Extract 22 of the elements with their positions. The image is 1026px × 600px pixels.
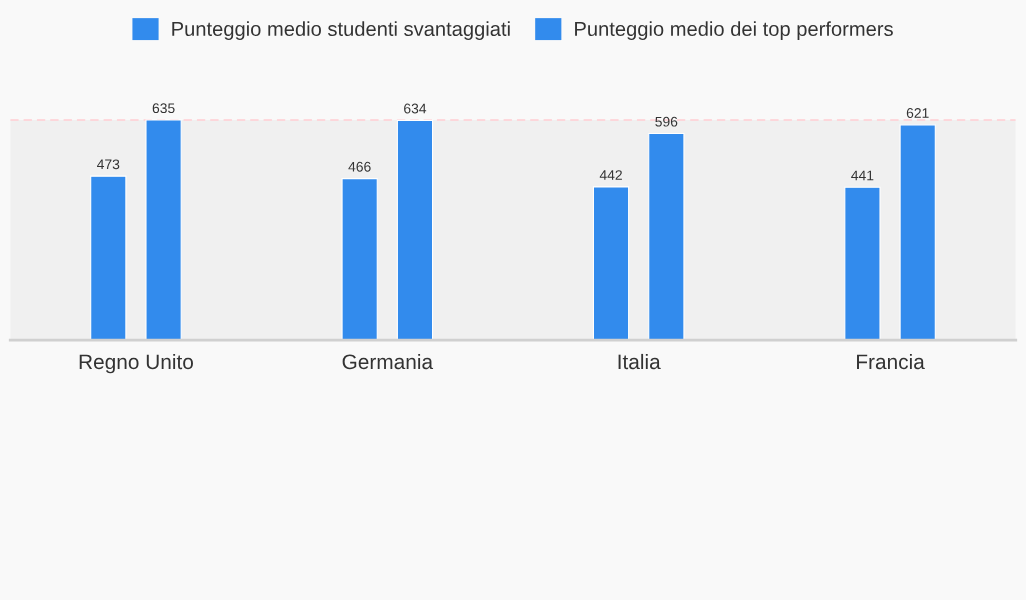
x-tick-label: Francia	[857, 353, 925, 370]
data-label: 635	[152, 103, 175, 114]
data-label: 634	[404, 103, 427, 114]
data-label: 473	[97, 159, 120, 170]
bar	[145, 119, 182, 341]
data-label: 441	[851, 170, 874, 181]
bar	[592, 186, 630, 341]
legend-label: Punteggio medio studenti svantaggiati	[172, 21, 510, 41]
x-tick-label: Italia	[618, 353, 661, 370]
x-tick-label: Germania	[342, 353, 434, 370]
x-tick-label: Regno Unito	[79, 353, 193, 374]
bar	[844, 186, 881, 341]
data-label: 466	[348, 161, 371, 172]
bar	[899, 124, 936, 341]
data-label: 596	[655, 116, 678, 127]
bar	[648, 132, 685, 341]
legend-label: Punteggio medio dei top performers	[575, 21, 893, 41]
bar	[341, 178, 378, 341]
data-label: 442	[599, 170, 622, 180]
bar	[90, 175, 127, 341]
data-label: 621	[906, 108, 929, 118]
bar	[396, 119, 434, 341]
